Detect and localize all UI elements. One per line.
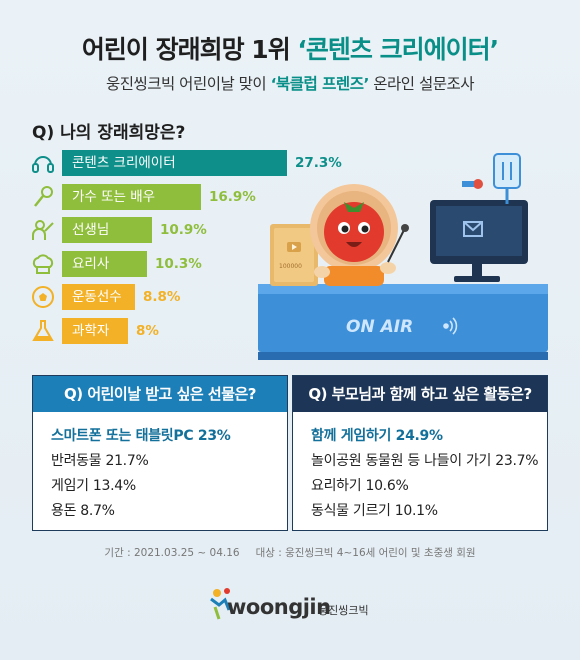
desk-top — [258, 284, 548, 294]
logo-brand: woongjin — [227, 595, 331, 619]
bar-category-label: 선생님 — [72, 222, 110, 238]
list-item: 요리하기 10.6% — [311, 478, 409, 494]
gift-survey-box: Q) 어린이날 받고 싶은 선물은? 스마트폰 또는 태블릿PC 23% 반려동물… — [32, 375, 288, 531]
bar-category-label: 요리사 — [72, 255, 110, 272]
character-body — [324, 266, 384, 286]
mail-icon — [463, 221, 483, 237]
title-highlight: ‘콘텐츠 크리에이터’ — [297, 35, 499, 64]
plaque-text: 100000 — [279, 263, 302, 270]
chef-hat-icon — [32, 253, 54, 274]
soccer-ball-icon — [32, 286, 54, 308]
kids-logo-icon — [210, 588, 231, 620]
woongjin-logo: woongjin 웅진씽크빅 — [205, 585, 405, 635]
bar: 선생님 — [62, 217, 152, 243]
bar-category-label: 과학자 — [72, 322, 110, 339]
subtitle-highlight: ‘북클럽 프렌즈’ — [270, 75, 370, 93]
subtitle-post: 온라인 설문조사 — [368, 75, 475, 93]
bar: 요리사 — [62, 250, 147, 277]
page-title: 어린이 장래희망 1위 ‘콘텐츠 크리에이터’ — [0, 30, 580, 66]
list-item: 함께 게임하기 24.9% — [311, 428, 443, 444]
on-air-sign: ON AIR — [346, 317, 413, 337]
studio-microphone — [493, 153, 521, 189]
camera-light — [473, 179, 483, 189]
bar-value-label: 8.8% — [143, 289, 181, 305]
bar: 운동선수 — [62, 284, 135, 310]
survey-footnote: 기간 : 2021.03.25 ~ 04.16 대상 : 웅진씽크빅 4~16세 … — [0, 545, 580, 560]
list-item: 반려동물 21.7% — [51, 453, 149, 469]
chart-title: Q) 나의 장래희망은? — [32, 123, 186, 143]
bar-category-label: 가수 또는 배우 — [72, 188, 156, 205]
list-item: 게임기 13.4% — [51, 478, 136, 494]
flask-icon — [32, 319, 54, 341]
logo-sub: 웅진씽크빅 — [318, 604, 369, 617]
activity-question: Q) 부모님과 함께 하고 싶은 활동은? — [293, 376, 547, 412]
bar-value-label: 10.3% — [155, 255, 202, 272]
gift-list: 스마트폰 또는 태블릿PC 23% 반려동물 21.7% 게임기 13.4% 용돈 8… — [33, 412, 287, 524]
gift-question: Q) 어린이날 받고 싶은 선물은? — [33, 376, 287, 412]
survey-period: 기간 : 2021.03.25 ~ 04.16 — [104, 547, 240, 559]
bar: 콘텐츠 크리에이터 — [62, 150, 287, 176]
list-item: 동식물 기르기 10.1% — [311, 503, 438, 519]
handheld-mic-icon — [401, 224, 409, 232]
title-main: 어린이 장래희망 1위 — [81, 35, 298, 64]
tomato-face — [324, 202, 384, 262]
list-item: 놀이공원 동물원 등 나들이 가기 23.7% — [311, 453, 539, 469]
subtitle-pre: 웅진씽크빅 어린이날 맞이 — [105, 75, 271, 93]
headset-icon — [32, 156, 54, 173]
signal-icon — [443, 317, 458, 335]
list-item: 용돈 8.7% — [51, 503, 115, 519]
survey-target: 대상 : 웅진씽크빅 4~16세 어린이 및 초중생 회원 — [255, 547, 476, 559]
on-air-illustration: ON AIR 100000 — [258, 153, 548, 360]
page-subtitle: 웅진씽크빅 어린이날 맞이 ‘북클럽 프렌즈’ 온라인 설문조사 — [0, 72, 580, 94]
desk-front — [258, 290, 548, 352]
bar: 과학자 — [62, 317, 128, 344]
teacher-icon — [32, 220, 54, 240]
bar-value-label: 8% — [136, 322, 159, 339]
bar-category-label: 콘텐츠 크리에이터 — [72, 155, 176, 171]
activity-survey-box: Q) 부모님과 함께 하고 싶은 활동은? 함께 게임하기 24.9% 놀이공원 … — [292, 375, 548, 531]
desk-base — [258, 352, 548, 360]
bar-value-label: 16.9% — [209, 188, 256, 205]
activity-list: 함께 게임하기 24.9% 놀이공원 동물원 등 나들이 가기 23.7% 요리하기… — [293, 412, 547, 524]
microphone-icon — [34, 185, 53, 207]
bar-value-label: 27.3% — [295, 155, 342, 171]
bar: 가수 또는 배우 — [62, 183, 201, 210]
bar-category-label: 운동선수 — [72, 289, 122, 305]
bar-value-label: 10.9% — [160, 222, 207, 238]
list-item: 스마트폰 또는 태블릿PC 23% — [51, 428, 231, 444]
